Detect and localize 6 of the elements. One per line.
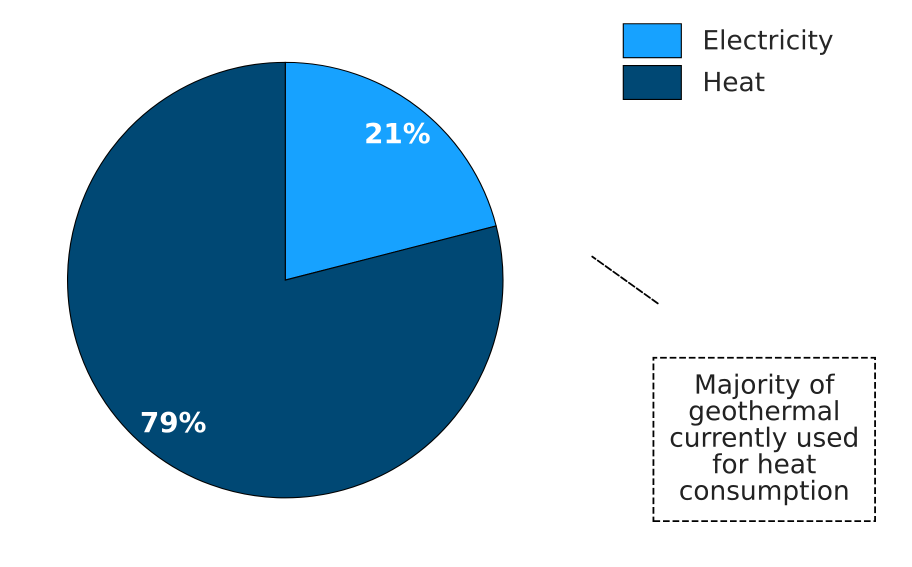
legend-label: Electricity: [705, 29, 833, 55]
data-label: 79%: [142, 412, 206, 433]
data-label: 21%: [366, 122, 430, 144]
pie-slice: [66, 62, 504, 498]
text: Majority of geothermal currently used for heat consumption: [670, 374, 857, 506]
legend-label: Heat: [705, 72, 764, 92]
